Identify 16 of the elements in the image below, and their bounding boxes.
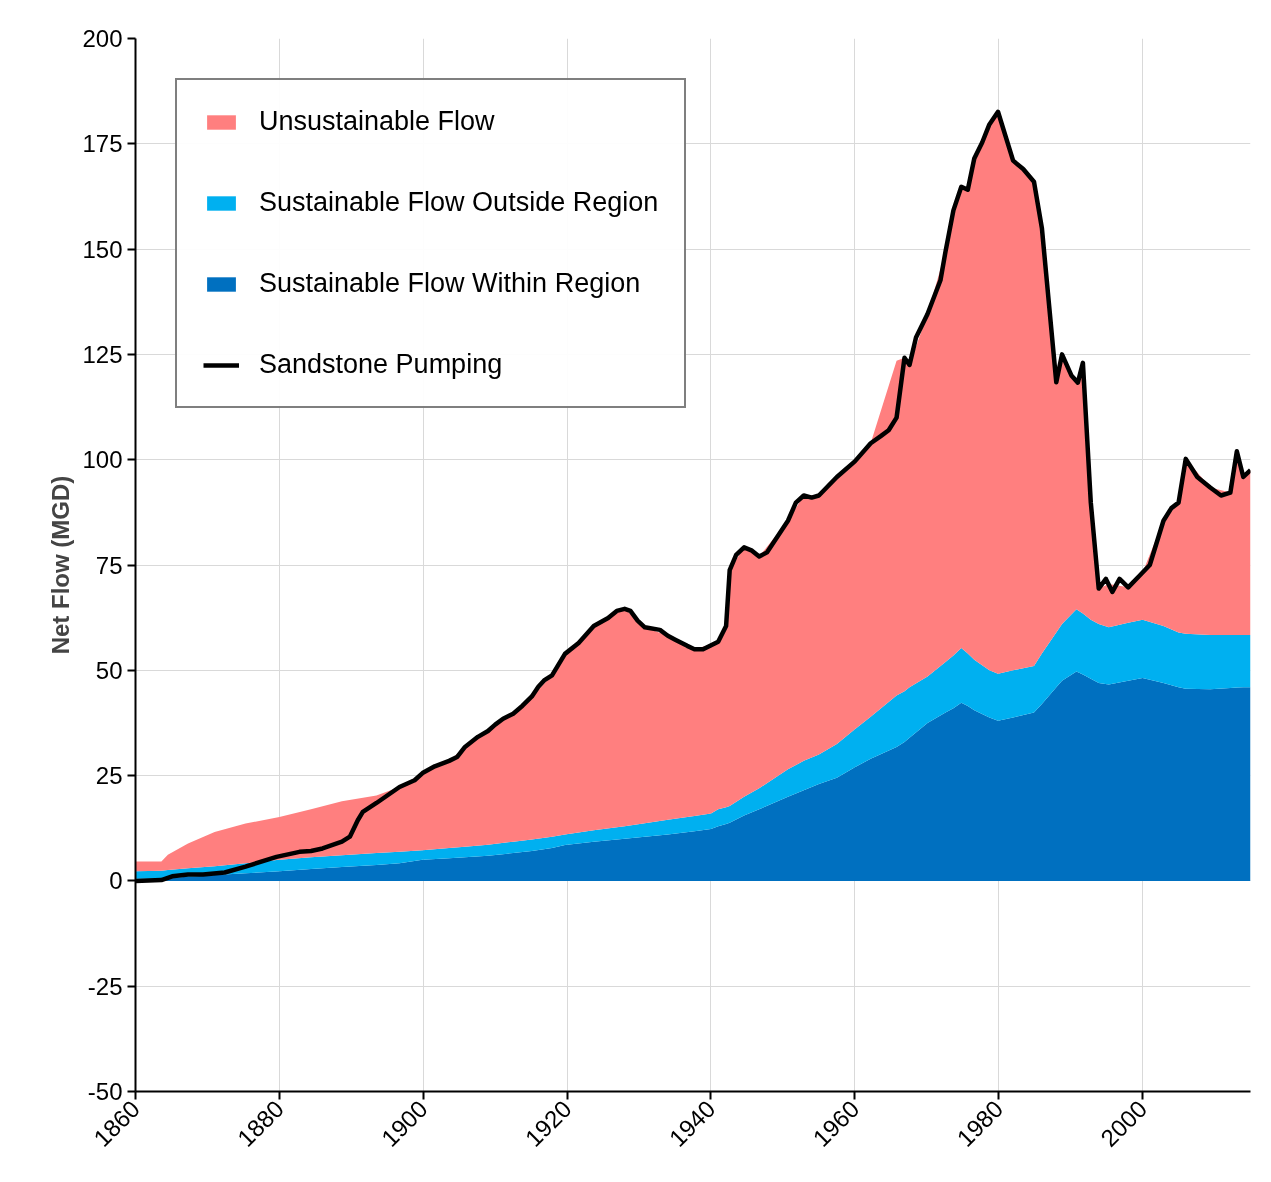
- y-tick-label: 125: [82, 340, 123, 368]
- legend-label: Sustainable Flow Outside Region: [259, 187, 659, 218]
- y-tick-label: 100: [82, 446, 123, 474]
- y-tick-label: 75: [95, 551, 123, 579]
- y-tick-label: 0: [109, 867, 123, 895]
- y-tick-label: 50: [95, 656, 123, 684]
- y-tick-label: 200: [82, 25, 123, 52]
- y-axis-title: Net Flow (MGD): [47, 475, 75, 655]
- y-tick-label: -50: [87, 1078, 123, 1105]
- legend-label: Sustainable Flow Within Region: [259, 268, 641, 299]
- legend-label: Unsustainable Flow: [259, 106, 495, 137]
- y-tick-label: -25: [87, 972, 123, 1000]
- y-tick-label: 150: [82, 235, 123, 263]
- y-tick-label: 175: [82, 130, 123, 158]
- legend-label: Sandstone Pumping: [259, 349, 503, 380]
- y-tick-label: 25: [95, 762, 123, 790]
